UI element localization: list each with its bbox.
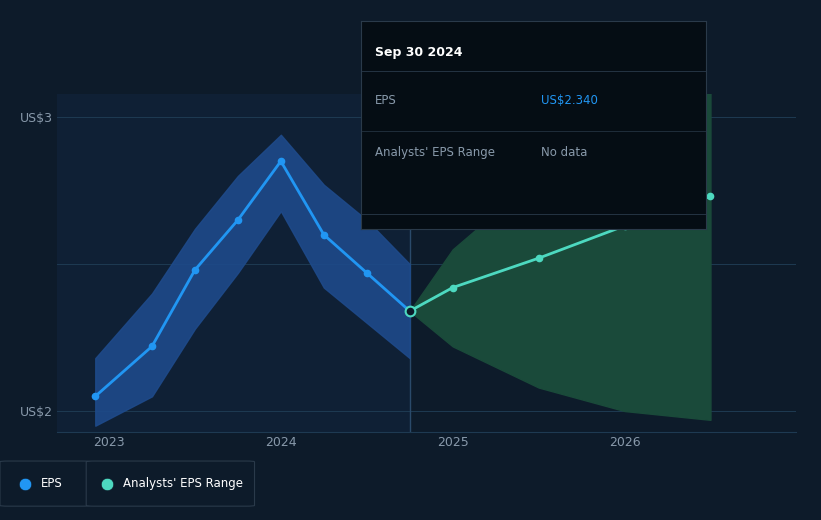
- Bar: [410, 94, 796, 432]
- FancyBboxPatch shape: [0, 461, 90, 506]
- Bar: [57, 94, 410, 432]
- Text: Analysts Forecasts: Analysts Forecasts: [417, 77, 527, 90]
- Text: Analysts' EPS Range: Analysts' EPS Range: [375, 146, 495, 159]
- Text: EPS: EPS: [375, 94, 397, 107]
- Text: Analysts' EPS Range: Analysts' EPS Range: [123, 477, 243, 490]
- Text: EPS: EPS: [41, 477, 62, 490]
- Text: Sep 30 2024: Sep 30 2024: [375, 46, 462, 59]
- FancyBboxPatch shape: [86, 461, 255, 506]
- Text: Actual: Actual: [365, 77, 402, 90]
- Text: US$2.340: US$2.340: [540, 94, 598, 107]
- Text: No data: No data: [540, 146, 587, 159]
